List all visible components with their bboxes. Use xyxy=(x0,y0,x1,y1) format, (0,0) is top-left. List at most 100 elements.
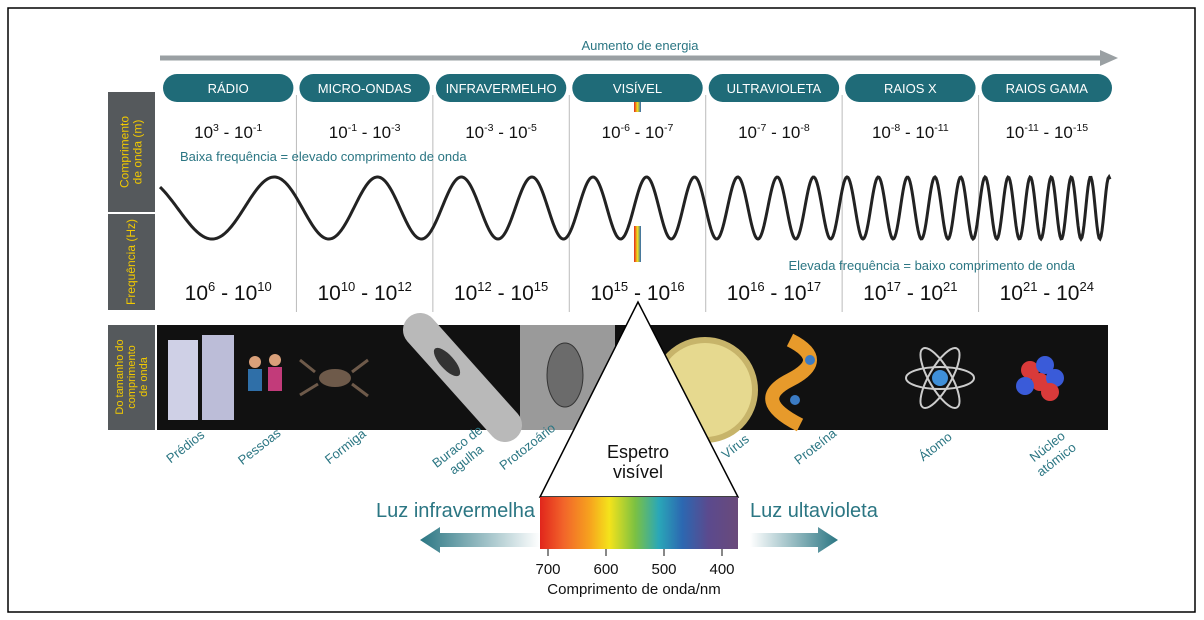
range-separator: - xyxy=(901,282,920,305)
wavelength-range: 103 - 10-1 xyxy=(194,122,262,142)
power-base: 10 xyxy=(1000,282,1023,305)
power-base: 10 xyxy=(510,282,533,305)
exponent: 21 xyxy=(943,279,957,294)
wavelength-range: 10-1 - 10-3 xyxy=(329,122,401,142)
range-separator: - xyxy=(219,123,234,142)
exponent: -11 xyxy=(934,122,949,134)
band-name: MICRO-ONDAS xyxy=(318,81,412,96)
side-label: Do tamanho do xyxy=(114,339,126,414)
spectrum-axis-label: Comprimento de onda/nm xyxy=(547,581,720,598)
power-base: 10 xyxy=(372,123,391,142)
power-base: 10 xyxy=(234,282,257,305)
size-object-label: Prédios xyxy=(163,427,207,466)
power-base: 10 xyxy=(602,123,621,142)
range-separator: - xyxy=(900,123,915,142)
band-name: INFRAVERMELHO xyxy=(446,81,557,96)
energy-label: Aumento de energia xyxy=(581,38,699,53)
band-name: RÁDIO xyxy=(208,81,249,96)
range-separator: - xyxy=(492,282,511,305)
side-label: Frequência (Hz) xyxy=(124,219,138,305)
band-name: RAIOS X xyxy=(884,81,937,96)
spectrum-title: visível xyxy=(613,462,663,482)
range-separator: - xyxy=(494,123,509,142)
power-base: 10 xyxy=(329,123,348,142)
exponent: 12 xyxy=(397,279,411,294)
exponent: 21 xyxy=(1023,279,1037,294)
size-object-label: Proteína xyxy=(791,425,840,468)
spectrum-tick-label: 700 xyxy=(535,561,560,578)
spectrum-bar xyxy=(540,497,738,549)
exponent: 15 xyxy=(534,279,548,294)
band-name: ULTRAVIOLETA xyxy=(727,81,822,96)
infrared-arrow xyxy=(420,527,540,553)
size-object-label: Formiga xyxy=(322,425,369,467)
frequency-range: 106 - 1010 xyxy=(185,279,272,305)
exponent: -8 xyxy=(891,122,901,134)
exponent: -1 xyxy=(348,122,358,134)
power-base: 10 xyxy=(194,123,213,142)
exponent: -6 xyxy=(621,122,631,134)
power-base: 10 xyxy=(872,123,891,142)
power-base: 10 xyxy=(590,282,613,305)
infrared-label: Luz infravermelha xyxy=(376,500,536,522)
range-separator: - xyxy=(215,282,234,305)
exponent: -8 xyxy=(800,122,810,134)
exponent: 24 xyxy=(1079,279,1093,294)
range-separator: - xyxy=(1037,282,1056,305)
exponent: -3 xyxy=(391,122,401,134)
power-base: 10 xyxy=(783,282,806,305)
frequency-range: 1017 - 1021 xyxy=(863,279,957,305)
frequency-range: 1010 - 1012 xyxy=(317,279,411,305)
size-object-label: Pessoas xyxy=(235,425,284,468)
side-label: de onda xyxy=(138,356,150,397)
wavelength-range: 10-7 - 10-8 xyxy=(738,122,810,142)
range-separator: - xyxy=(766,123,781,142)
exponent: 17 xyxy=(887,279,901,294)
side-label: de onda (m) xyxy=(131,120,145,185)
power-base: 10 xyxy=(920,282,943,305)
spectrum-tick-label: 500 xyxy=(651,561,676,578)
ultraviolet-arrow xyxy=(750,527,838,553)
ultraviolet-label: Luz ultavioleta xyxy=(750,500,879,522)
range-separator: - xyxy=(630,123,645,142)
power-base: 10 xyxy=(374,282,397,305)
exponent: -15 xyxy=(1073,122,1088,134)
frequency-range: 1015 - 1016 xyxy=(590,279,684,305)
spectrum-tick-label: 400 xyxy=(709,561,734,578)
exponent: 17 xyxy=(807,279,821,294)
range-separator: - xyxy=(357,123,372,142)
frequency-range: 1021 - 1024 xyxy=(1000,279,1094,305)
power-base: 10 xyxy=(234,123,253,142)
exponent: 10 xyxy=(341,279,355,294)
power-base: 10 xyxy=(915,123,934,142)
exponent: 6 xyxy=(208,279,215,294)
energy-arrow-head xyxy=(1100,50,1118,66)
exponent: -3 xyxy=(484,122,494,134)
exponent: -7 xyxy=(757,122,767,134)
side-label: comprimento xyxy=(126,345,138,409)
exponent: -1 xyxy=(253,122,263,134)
power-base: 10 xyxy=(1054,123,1073,142)
range-separator: - xyxy=(765,282,784,305)
frequency-range: 1016 - 1017 xyxy=(727,279,821,305)
exponent: 16 xyxy=(750,279,764,294)
exponent: 12 xyxy=(477,279,491,294)
power-base: 10 xyxy=(509,123,528,142)
exponent: -11 xyxy=(1024,122,1039,134)
visible-marker xyxy=(634,226,641,262)
power-base: 10 xyxy=(645,123,664,142)
power-base: 10 xyxy=(647,282,670,305)
exponent: 10 xyxy=(257,279,271,294)
exponent: -7 xyxy=(664,122,674,134)
low-frequency-note: Baixa frequência = elevado comprimento d… xyxy=(180,149,467,164)
side-label: Comprimento xyxy=(118,116,132,188)
wavelength-range: 10-3 - 10-5 xyxy=(465,122,537,142)
spectrum-title: Espetro xyxy=(607,442,669,462)
spectrum-diagram: Aumento de energia RÁDIO103 - 10-1106 - … xyxy=(0,0,1204,620)
power-base: 10 xyxy=(727,282,750,305)
high-frequency-note: Elevada frequência = baixo comprimento d… xyxy=(788,258,1075,273)
power-base: 10 xyxy=(781,123,800,142)
power-base: 10 xyxy=(863,282,886,305)
size-object-label: Átomo xyxy=(916,429,955,464)
power-base: 10 xyxy=(738,123,757,142)
